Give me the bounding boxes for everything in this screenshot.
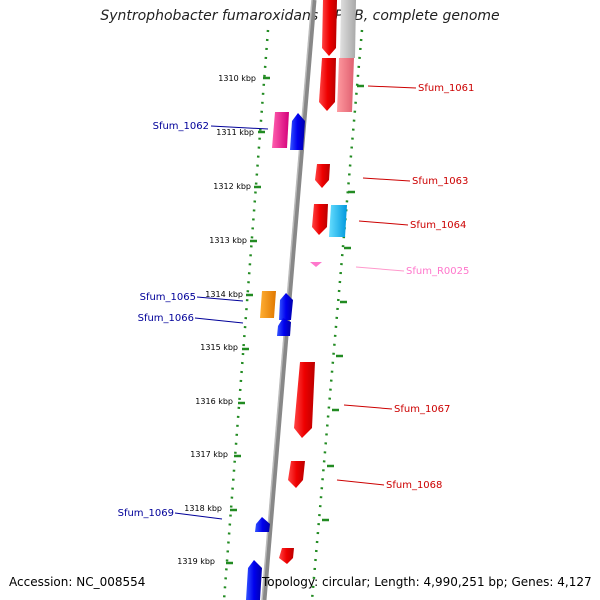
gene-arrow-sfum-1069[interactable] bbox=[255, 517, 270, 532]
right-ring-ticks bbox=[322, 84, 364, 522]
gene-label-sfum-1066[interactable]: Sfum_1066 bbox=[138, 313, 194, 324]
gene-arrow-bottom-red[interactable] bbox=[279, 548, 294, 564]
gene-block-sfum-1065-orange[interactable] bbox=[260, 291, 276, 318]
gene-label-sfum-1068[interactable]: Sfum_1068 bbox=[386, 480, 442, 491]
gene-label-sfum-1069[interactable]: Sfum_1069 bbox=[118, 508, 174, 519]
rna-arrow-sfum-r0025[interactable] bbox=[310, 262, 322, 267]
tick-label: 1317 kbp bbox=[190, 450, 228, 459]
outer-right-dotted-ring bbox=[310, 29, 364, 600]
gene-label-sfum-1062[interactable]: Sfum_1062 bbox=[153, 121, 209, 132]
tick-label: 1313 kbp bbox=[209, 236, 247, 245]
tick-labels: 1310 kbp 1311 kbp 1312 kbp 1313 kbp 1314… bbox=[177, 74, 256, 566]
gene-block-sfum-1061-pink bbox=[337, 58, 354, 112]
accession-text: Accession: NC_008554 bbox=[9, 575, 146, 589]
tick-label: 1319 kbp bbox=[177, 557, 215, 566]
gene-arrow-sfum-1066b[interactable] bbox=[277, 318, 291, 336]
gene-label-sfum-1067[interactable]: Sfum_1067 bbox=[394, 404, 450, 415]
gene-arrow-sfum-1063[interactable] bbox=[315, 164, 330, 188]
tick-label: 1314 kbp bbox=[205, 290, 243, 299]
topology-text: Topology: circular; Length: 4,990,251 bp… bbox=[262, 575, 592, 589]
gene-arrow-sfum-1061[interactable] bbox=[319, 58, 336, 111]
gene-block-sfum-1064-cyan[interactable] bbox=[329, 205, 347, 237]
gene-block-grey bbox=[340, 0, 356, 58]
gene-label-sfum-1064[interactable]: Sfum_1064 bbox=[410, 220, 466, 231]
gene-label-sfum-1063[interactable]: Sfum_1063 bbox=[412, 176, 468, 187]
tick-label: 1315 kbp bbox=[200, 343, 238, 352]
gene-arrow-top-red[interactable] bbox=[322, 0, 337, 56]
label-connectors bbox=[174, 85, 417, 520]
tick-label: 1318 kbp bbox=[184, 504, 222, 513]
tick-label: 1316 kbp bbox=[195, 397, 233, 406]
gene-label-sfum-1065[interactable]: Sfum_1065 bbox=[140, 292, 196, 303]
genome-title: Syntrophobacter fumaroxidans MPOB, compl… bbox=[100, 8, 500, 24]
gene-label-sfum-r0025[interactable]: Sfum_R0025 bbox=[406, 266, 469, 277]
gene-arrow-sfum-1066[interactable] bbox=[279, 293, 293, 320]
gene-arrow-bottom-blue[interactable] bbox=[246, 560, 262, 600]
tick-label: 1310 kbp bbox=[218, 74, 256, 83]
gene-arrow-sfum-1068[interactable] bbox=[288, 461, 305, 488]
gene-arrow-sfum-1064[interactable] bbox=[312, 204, 328, 235]
tick-label: 1312 kbp bbox=[213, 182, 251, 191]
gene-arrow-sfum-1062[interactable] bbox=[290, 113, 305, 150]
gene-arrow-sfum-1067[interactable] bbox=[294, 362, 315, 438]
gene-label-sfum-1061[interactable]: Sfum_1061 bbox=[418, 83, 474, 94]
left-ring-ticks bbox=[226, 76, 270, 565]
tick-label: 1311 kbp bbox=[216, 128, 254, 137]
gene-block-sfum-1062-magenta[interactable] bbox=[272, 112, 289, 148]
